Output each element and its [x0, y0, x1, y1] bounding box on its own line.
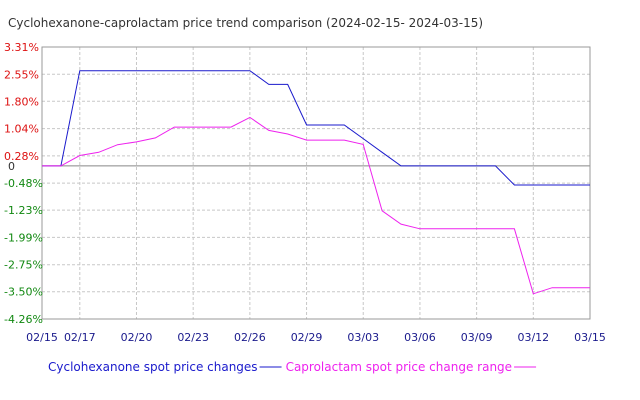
grid	[41, 46, 591, 320]
series-line-cyclohexanone	[42, 70, 590, 186]
y-tick-label: 3.31%	[4, 41, 39, 54]
x-axis: 02/15 02/17 02/20 02/23 02/26 02/29 03/03 03/06…	[26, 331, 606, 344]
y-axis: 3.31% 2.55% 1.80% 1.04% 0.28%0 -0.48% -1.23% -1…	[4, 41, 43, 326]
x-tick-label: 02/20	[121, 331, 153, 344]
legend-label-1: Caprolactam spot price change range	[286, 360, 513, 374]
y-tick-label: -1.23%	[4, 204, 43, 217]
y-tick-label: -3.50%	[4, 286, 43, 299]
y-tick-label: 0	[8, 160, 15, 173]
y-tick-label: -2.75%	[4, 259, 43, 272]
x-tick-label: 02/23	[177, 331, 209, 344]
y-tick-label: -4.26%	[4, 313, 43, 326]
y-tick-label: -1.99%	[4, 231, 43, 244]
x-tick-label: 02/26	[234, 331, 266, 344]
x-tick-label: 03/12	[517, 331, 549, 344]
series-line-caprolactam	[42, 116, 590, 295]
y-tick-label: -0.48%	[4, 177, 43, 190]
y-tick-label: 0.28%	[4, 150, 39, 163]
legend: Cyclohexanone spot price changes Caprolac…	[48, 360, 537, 374]
x-tick-label: 02/17	[64, 331, 96, 344]
y-tick-label: 1.04%	[4, 123, 39, 136]
series-lines	[42, 70, 590, 295]
x-tick-label: 03/15	[574, 331, 606, 344]
x-tick-label: 03/06	[404, 331, 436, 344]
plot-frame	[41, 46, 591, 320]
x-tick-label: 03/09	[461, 331, 493, 344]
x-tick-label: 03/03	[347, 331, 379, 344]
legend-label-0: Cyclohexanone spot price changes	[48, 360, 258, 374]
x-tick-label: 02/29	[291, 331, 323, 344]
chart-title: Cyclohexanone-caprolactam price trend co…	[8, 16, 483, 30]
y-tick-label: 1.80%	[4, 95, 39, 108]
x-tick-label: 02/15	[26, 331, 58, 344]
y-tick-label: 2.55%	[4, 68, 39, 81]
